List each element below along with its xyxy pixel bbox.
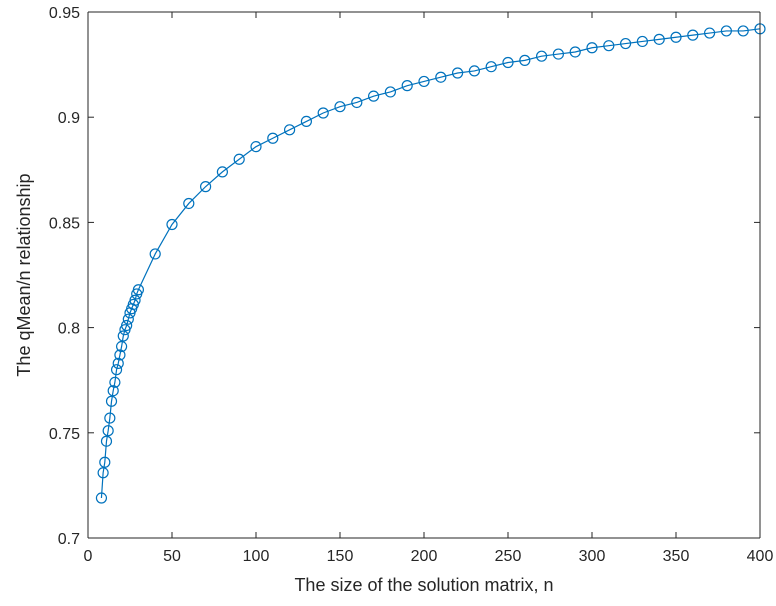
data-point-marker	[110, 364, 123, 376]
data-point-marker	[636, 35, 649, 48]
data-point-marker	[99, 456, 111, 468]
data-point-marker	[102, 425, 114, 437]
data-point-marker	[485, 61, 497, 73]
data-point-marker	[200, 181, 212, 193]
x-tick-label: 250	[495, 548, 522, 565]
data-point-marker	[105, 395, 118, 407]
data-point-marker	[166, 218, 178, 231]
data-point-marker	[129, 294, 141, 306]
data-point-marker	[149, 248, 161, 260]
data-point-marker	[117, 330, 129, 342]
data-point-marker	[720, 25, 733, 37]
data-point-marker	[468, 65, 480, 77]
x-tick-label: 300	[579, 548, 606, 565]
y-axis-title: The qMean/n relationship	[14, 173, 34, 376]
y-tick-label: 0.75	[49, 426, 80, 443]
data-point-marker	[104, 412, 116, 424]
data-point-marker	[317, 107, 329, 119]
x-tick-label: 50	[163, 548, 181, 565]
data-point-marker	[114, 349, 126, 361]
data-point-marker	[132, 284, 144, 296]
y-tick-label: 0.85	[49, 215, 80, 232]
data-point-marker	[586, 42, 598, 54]
x-tick-label: 400	[747, 548, 774, 565]
data-point-marker	[384, 86, 396, 98]
data-point-marker	[603, 40, 615, 52]
data-point-marker	[95, 492, 108, 504]
data-point-marker	[122, 313, 134, 325]
data-point-marker	[115, 340, 128, 353]
data-point-marker	[619, 37, 632, 50]
data-point-marker	[112, 357, 124, 369]
data-point-marker	[687, 29, 699, 41]
plot-background	[88, 12, 760, 538]
data-point-marker	[100, 435, 113, 447]
data-point-marker	[519, 54, 531, 66]
data-point-marker	[267, 132, 279, 144]
data-point-marker	[737, 25, 749, 37]
data-point-marker	[535, 50, 548, 62]
x-tick-label: 150	[327, 548, 354, 565]
data-point-marker	[284, 124, 296, 136]
data-point-marker	[300, 115, 312, 128]
data-point-marker	[233, 153, 245, 165]
data-point-marker	[107, 385, 119, 397]
data-point-marker	[435, 71, 447, 83]
y-tick-label: 0.95	[49, 5, 80, 22]
data-point-marker	[351, 96, 363, 109]
data-point-marker	[703, 27, 716, 39]
tick-labels: 0 50 100 150 200 250 300 350 400 0.7 0.75 0.8 0.85 0.…	[49, 5, 774, 565]
y-tick-label: 0.9	[58, 110, 80, 127]
data-point-marker	[183, 197, 195, 210]
data-point-marker	[216, 166, 228, 178]
data-point-marker	[368, 90, 380, 102]
x-tick-label: 100	[243, 548, 270, 565]
data-point-marker	[502, 56, 514, 69]
x-axis-title: The size of the solution matrix, n	[294, 575, 553, 595]
axes	[87, 11, 761, 539]
data-point-marker	[121, 319, 133, 332]
x-tick-label: 350	[663, 548, 690, 565]
data-point-marker	[250, 141, 262, 153]
data-point-marker	[552, 48, 565, 60]
y-tick-label: 0.8	[58, 321, 80, 338]
data-point-marker	[653, 33, 665, 45]
data-point-marker	[670, 31, 682, 43]
data-point-marker	[452, 67, 464, 79]
data-point-marker	[334, 101, 346, 113]
data-point-marker	[418, 75, 430, 88]
x-tick-label: 200	[411, 548, 438, 565]
plot-area	[88, 12, 760, 538]
data-point-marker	[97, 467, 109, 479]
data-point-marker	[401, 80, 413, 92]
data-point-marker	[569, 46, 581, 58]
y-tick-label: 0.7	[58, 531, 80, 548]
data-point-marker	[109, 376, 121, 388]
x-tick-label: 0	[84, 548, 93, 565]
